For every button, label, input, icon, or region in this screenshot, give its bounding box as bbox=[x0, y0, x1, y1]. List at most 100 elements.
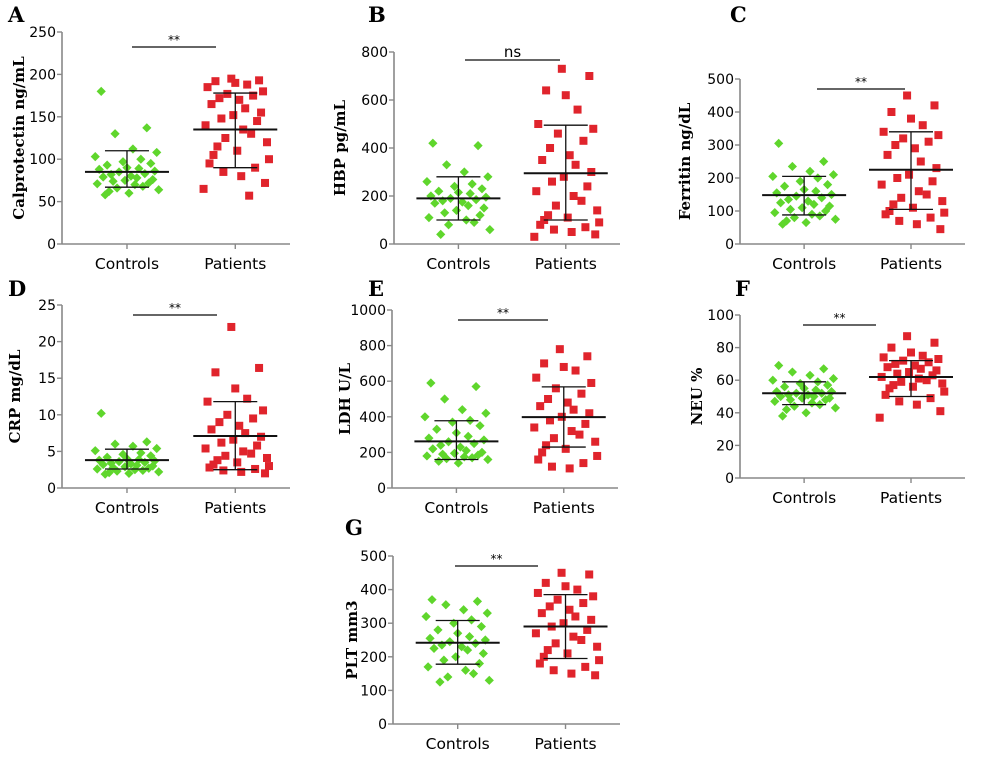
panel-e-y-tick-label: 600 bbox=[359, 374, 386, 390]
panel-e-y-tick-label: 1000 bbox=[350, 303, 386, 319]
panel-c-controls-point bbox=[805, 166, 815, 176]
panel-a-controls-point bbox=[128, 144, 138, 154]
panel-c-controls-point bbox=[830, 214, 841, 224]
panel-f-controls-point bbox=[828, 373, 839, 384]
panel-g-patients-point bbox=[531, 629, 540, 638]
panel-a-y-tick-label: 200 bbox=[29, 67, 56, 83]
panel-e-patients-point bbox=[569, 405, 578, 414]
panel-d-controls-point bbox=[98, 459, 108, 470]
panel-c-controls-point bbox=[807, 209, 817, 219]
panel-d-patients-point bbox=[207, 425, 216, 434]
panel-a-patients-point bbox=[209, 150, 218, 159]
panel-e-y-tick-label: 800 bbox=[359, 339, 386, 355]
panel-e-patients-point bbox=[581, 419, 590, 428]
panel-b-category-label-patients: Patients bbox=[535, 255, 597, 273]
panel-a-controls-point bbox=[98, 172, 108, 182]
panel-a-y-tick-label: 250 bbox=[29, 25, 56, 41]
panel-d-controls-point bbox=[138, 465, 148, 476]
panel-f-controls-point bbox=[779, 382, 790, 392]
panel-c-controls-point bbox=[819, 156, 829, 167]
panel-f-patients-point bbox=[893, 369, 902, 378]
panel-f-patients-point bbox=[897, 377, 906, 386]
panel-a-patients-point bbox=[217, 114, 226, 123]
panel-b-controls-point bbox=[449, 181, 460, 191]
panel-e-patients-point bbox=[575, 430, 584, 439]
panel-e-controls-point bbox=[449, 448, 460, 458]
panel-c-controls-point bbox=[813, 173, 823, 183]
panel-a-controls-point bbox=[144, 178, 154, 188]
panel-b-patients-point bbox=[565, 151, 574, 160]
panel-c-patients-point bbox=[889, 200, 898, 209]
panel-c-patients-point bbox=[895, 216, 904, 225]
panel-a-patients-point bbox=[231, 78, 240, 87]
panel-e-y-axis-label: LDH U/L bbox=[336, 363, 354, 436]
panel-g-controls-point bbox=[421, 611, 431, 622]
panel-a-y-axis-label: Calprotectin ng/mL bbox=[10, 56, 28, 220]
panel-c-controls-point bbox=[779, 181, 790, 191]
panel-c-patients-point bbox=[922, 190, 931, 199]
panel-g-patients-point bbox=[535, 659, 544, 668]
panel-e-patients-point bbox=[542, 441, 551, 450]
panel-f-controls-point bbox=[795, 378, 805, 389]
panel-e-patients-point bbox=[565, 464, 574, 473]
panel-g-patients-point bbox=[581, 662, 590, 671]
panel-f-patients-point bbox=[875, 413, 884, 422]
panel-d-patients-point bbox=[239, 447, 248, 456]
panel-d-y-tick-label: 0 bbox=[47, 481, 56, 497]
panel-e-patients-point bbox=[579, 459, 588, 468]
panel-b-patients-point bbox=[589, 124, 598, 133]
panel-c-patients-point bbox=[879, 127, 888, 136]
panel-b-controls-point bbox=[465, 189, 475, 199]
panel-b-patients-point bbox=[549, 225, 558, 234]
panel-g-controls-point bbox=[468, 669, 479, 679]
panel-d-patients-point bbox=[237, 467, 246, 476]
panel-e-patients-point bbox=[577, 389, 586, 398]
panel-d-patients-point bbox=[249, 414, 258, 423]
panel-b-controls-point bbox=[475, 210, 485, 220]
panel-f-patients-point bbox=[905, 368, 914, 377]
panel-g-patients-point bbox=[539, 652, 548, 661]
panel-d-patients-point bbox=[231, 384, 240, 393]
panel-b-patients-point bbox=[561, 91, 570, 100]
panel-g-patients-point bbox=[543, 646, 552, 655]
panel-f-y-tick-label: 40 bbox=[716, 406, 734, 422]
panel-f-patients-point bbox=[912, 400, 921, 409]
panel-d-y-tick-label: 10 bbox=[38, 408, 56, 424]
panel-d-y-tick-label: 5 bbox=[47, 444, 56, 460]
panel-f-patients-point bbox=[938, 379, 947, 388]
panel-c-patients-point bbox=[912, 220, 921, 229]
panel-g-controls-point bbox=[484, 675, 494, 685]
panel-e-patients-point bbox=[585, 409, 594, 418]
panel-b-controls-point bbox=[469, 217, 479, 227]
panel-f-controls-point bbox=[819, 364, 829, 374]
panel-g-patients-point bbox=[593, 642, 602, 651]
panel-g-patients-point bbox=[567, 669, 576, 678]
panel-g-controls-point bbox=[439, 655, 449, 665]
panel-g-patients-point bbox=[545, 602, 554, 611]
panel-a-controls-point bbox=[90, 152, 100, 162]
panel-c-controls-point bbox=[815, 211, 825, 221]
panel-f-controls-point bbox=[785, 395, 796, 405]
panel-d-patients-point bbox=[203, 397, 212, 406]
panel-f-patients-point bbox=[908, 382, 917, 391]
panel-b-controls-point bbox=[459, 167, 469, 177]
panel-b-patients-point bbox=[587, 168, 596, 176]
panel-c-controls-point bbox=[801, 217, 811, 228]
panel-f-patients-point bbox=[891, 359, 900, 368]
panel-f-patients-point bbox=[918, 351, 927, 360]
panel-e-controls-point bbox=[467, 453, 477, 463]
panel-g-patients-point bbox=[549, 666, 558, 675]
panel-e-patients-point bbox=[583, 352, 592, 361]
panel-e-patients-point bbox=[561, 444, 570, 453]
panel-c-patients-point bbox=[891, 141, 900, 149]
panel-f-patients-point bbox=[903, 332, 912, 341]
panel-b-controls-point bbox=[422, 177, 432, 187]
panel-e-controls-point bbox=[479, 435, 489, 445]
panel-b-patients-point bbox=[571, 160, 580, 169]
panel-b-y-tick-label: 0 bbox=[379, 237, 388, 253]
panel-g-controls-point bbox=[464, 632, 475, 642]
panel-d-controls-point bbox=[152, 443, 162, 454]
panel-e-patients-point bbox=[591, 437, 600, 446]
panel-a-controls-point bbox=[96, 86, 106, 96]
